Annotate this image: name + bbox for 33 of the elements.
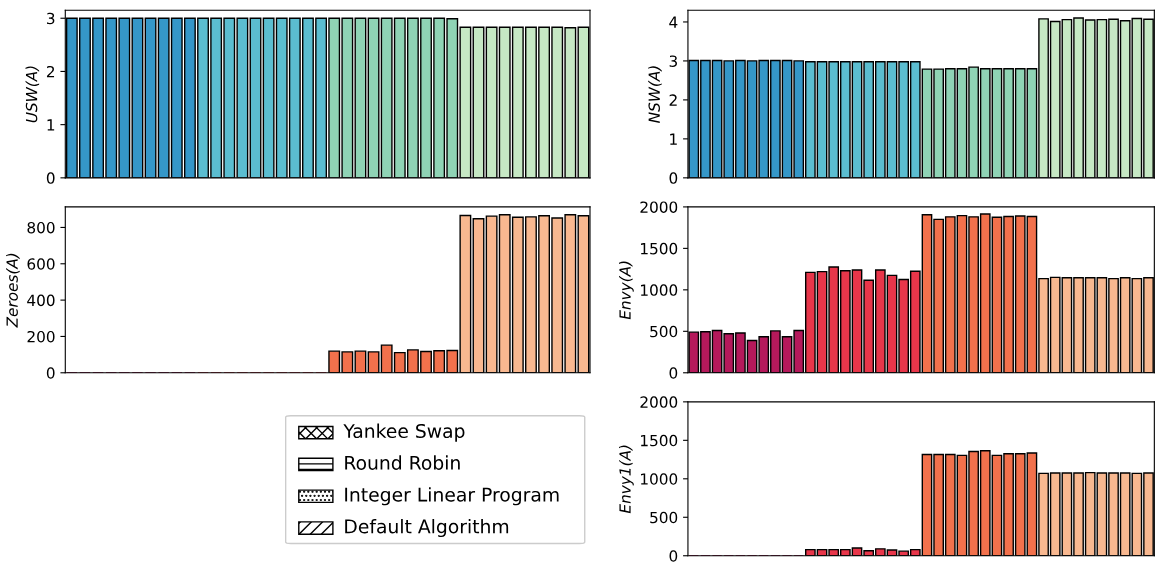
y-tick-label: 800 <box>27 221 55 234</box>
y-tick-label: 1500 <box>641 434 678 447</box>
y-tick-label: 2 <box>669 94 677 106</box>
y-tick-label: 4 <box>669 16 678 28</box>
y-tick-label: 500 <box>650 511 678 524</box>
y-tick-label: 2000 <box>640 396 678 408</box>
y-axis-title: Zeroes(A) <box>6 253 20 328</box>
y-axis-title: USW(A) <box>25 66 40 123</box>
y-tick-label: 1000 <box>641 284 678 296</box>
text: Integer Linear Program <box>345 487 559 506</box>
y-tick-label: 3 <box>47 12 55 25</box>
y-tick-label: 2 <box>46 65 55 78</box>
y-tick-label: 1 <box>47 119 55 131</box>
y-tick-label: 1500 <box>641 242 678 255</box>
y-tick-label: 0 <box>669 172 678 184</box>
text: Yankee Swap <box>343 423 465 442</box>
y-tick-label: 400 <box>27 294 55 307</box>
text: Default Algorithm <box>345 518 509 538</box>
y-tick-label: 0 <box>669 367 678 379</box>
y-tick-label: 0 <box>46 172 55 184</box>
y-tick-label: 2000 <box>640 201 678 213</box>
y-tick-label: 600 <box>27 258 55 270</box>
y-axis-title: Envy1(A) <box>619 445 634 514</box>
y-tick-label: 0 <box>46 367 55 379</box>
y-tick-label: 0 <box>669 550 678 562</box>
y-tick-label: 1 <box>670 133 677 145</box>
y-axis-title: NSW(A) <box>648 66 662 123</box>
y-axis-title: Envy(A) <box>619 261 634 320</box>
y-tick-label: 3 <box>669 55 677 67</box>
text: Round Robin <box>345 455 460 470</box>
y-tick-label: 1000 <box>641 473 678 485</box>
y-tick-label: 200 <box>27 330 55 343</box>
y-tick-label: 500 <box>650 325 678 338</box>
